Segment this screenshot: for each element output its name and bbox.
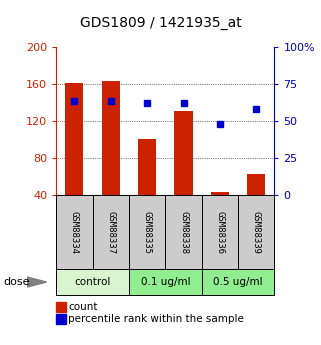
Text: GSM88334: GSM88334 [70, 210, 79, 254]
Bar [174, 111, 193, 195]
Text: control: control [74, 277, 111, 287]
Text: GDS1809 / 1421935_at: GDS1809 / 1421935_at [80, 16, 241, 30]
Text: GSM88336: GSM88336 [215, 210, 224, 254]
Bar [65, 83, 83, 195]
Text: 0.1 ug/ml: 0.1 ug/ml [141, 277, 190, 287]
Bar [211, 192, 229, 195]
Text: percentile rank within the sample: percentile rank within the sample [68, 314, 244, 324]
Bar [138, 139, 156, 195]
Bar [247, 174, 265, 195]
Text: 0.5 ug/ml: 0.5 ug/ml [213, 277, 263, 287]
Text: GSM88338: GSM88338 [179, 210, 188, 254]
Bar [102, 81, 120, 195]
Text: GSM88339: GSM88339 [252, 210, 261, 254]
Text: GSM88335: GSM88335 [143, 210, 152, 254]
Polygon shape [27, 277, 47, 287]
Text: count: count [68, 302, 98, 312]
Text: dose: dose [3, 277, 30, 287]
Text: GSM88337: GSM88337 [106, 210, 115, 254]
